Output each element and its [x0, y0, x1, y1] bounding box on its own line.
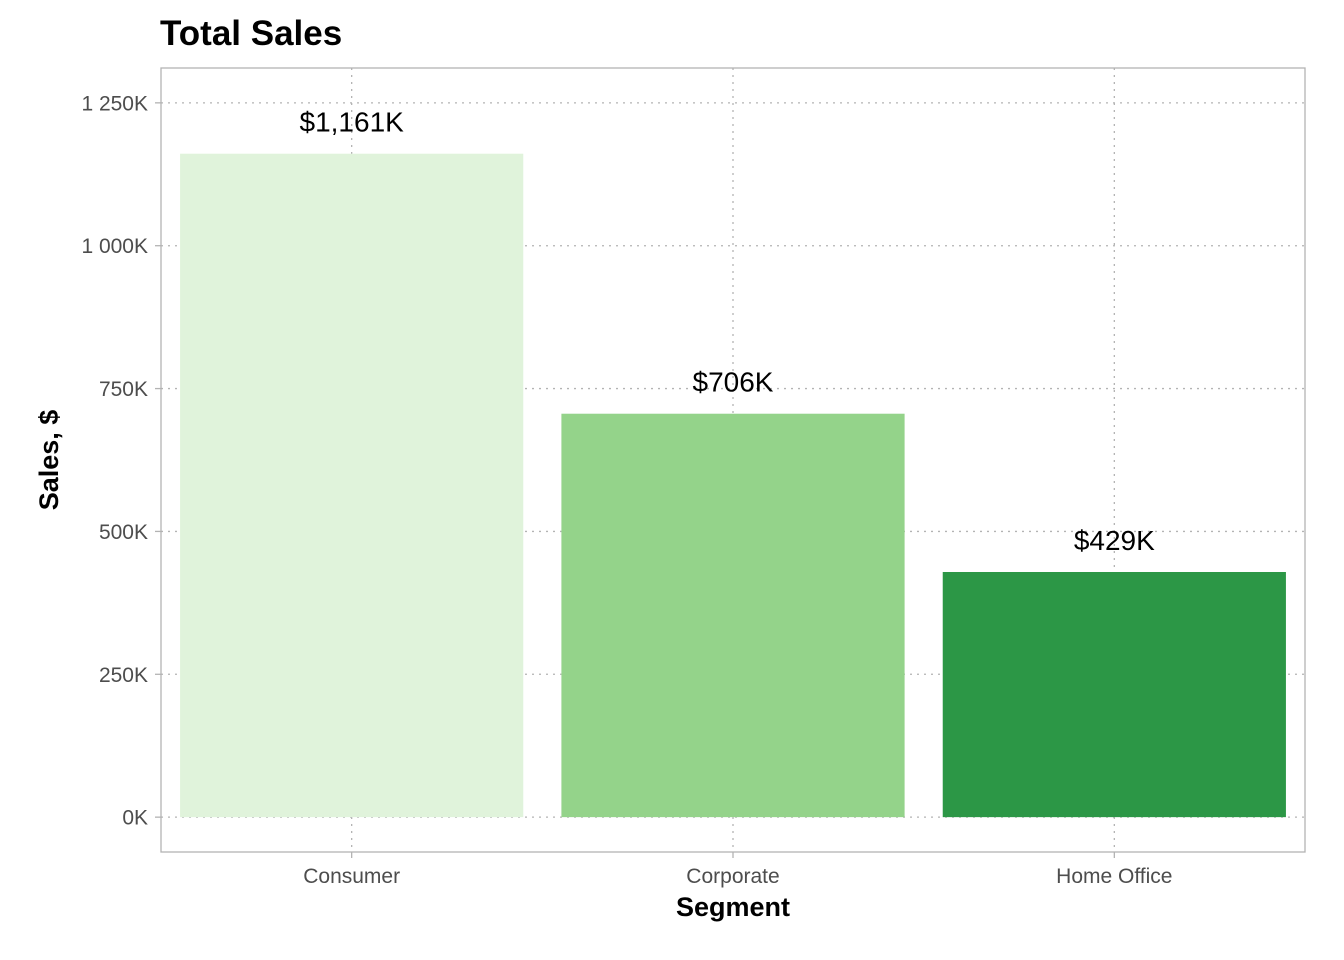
y-tick-label: 500K — [99, 521, 148, 544]
x-tick-label: Corporate — [686, 865, 779, 888]
bars — [180, 153, 1286, 818]
y-tick-label: 1 000K — [81, 235, 148, 258]
y-axis-title: Sales, $ — [34, 410, 64, 511]
y-tick-label: 750K — [99, 378, 148, 401]
x-axis: Consumer Corporate Home Office — [303, 852, 1172, 888]
bar-home-office — [942, 572, 1286, 818]
bar-corporate — [561, 413, 905, 818]
data-labels: $1,161K $706K $429K — [300, 107, 1156, 556]
y-tick-label: 0K — [122, 807, 148, 830]
y-axis: 0K 250K 500K 750K 1 000K 1 250K — [81, 92, 161, 830]
data-label: $1,161K — [300, 107, 405, 138]
y-tick-label: 250K — [99, 664, 148, 687]
data-label: $706K — [693, 367, 774, 398]
data-label: $429K — [1074, 525, 1155, 556]
x-tick-label: Home Office — [1056, 865, 1172, 888]
bar-consumer — [180, 153, 524, 818]
x-axis-title: Segment — [676, 892, 790, 922]
chart-title: Total Sales — [160, 14, 342, 53]
x-tick-label: Consumer — [303, 865, 400, 888]
y-tick-label: 1 250K — [81, 92, 148, 115]
